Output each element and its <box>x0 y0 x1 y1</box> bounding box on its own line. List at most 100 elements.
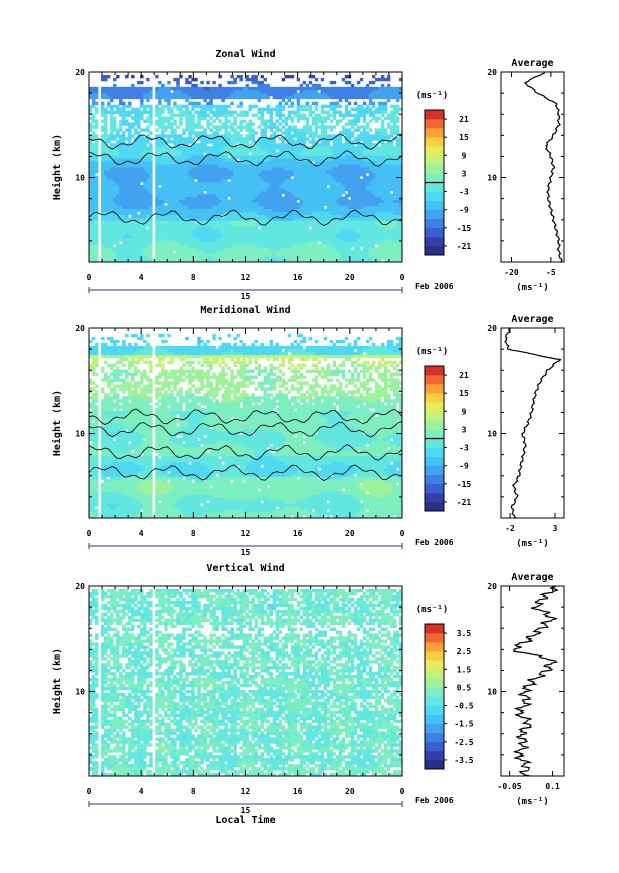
heatmap-cell <box>275 223 280 227</box>
heatmap-cell <box>110 220 114 224</box>
heatmap-cell <box>263 238 267 242</box>
heatmap-cell <box>272 107 276 111</box>
heatmap-cell <box>194 172 198 177</box>
heatmap-cell <box>305 205 310 209</box>
heatmap-cell <box>104 169 108 174</box>
heatmap-cell <box>200 164 204 168</box>
heatmap-cell <box>266 241 270 245</box>
heatmap-cell <box>263 172 267 177</box>
heatmap-cell <box>284 190 289 195</box>
heatmap-cell <box>233 89 237 94</box>
heatmap-cell <box>281 205 286 209</box>
heatmap-cell <box>173 169 177 174</box>
heatmap-cell <box>305 253 310 257</box>
heatmap-cell <box>296 217 301 221</box>
heatmap-cell <box>335 184 340 189</box>
heatmap-cell <box>161 208 165 212</box>
heatmap-cell <box>356 250 361 254</box>
heatmap-cell <box>341 89 346 94</box>
heatmap-cell <box>170 238 174 242</box>
heatmap-cell <box>221 199 225 204</box>
heatmap-cell <box>143 167 147 171</box>
heatmap-cell <box>137 131 141 135</box>
heatmap-cell <box>107 155 111 159</box>
heatmap-cell <box>200 253 204 257</box>
heatmap-cell <box>269 122 273 126</box>
heatmap-cell <box>293 211 298 215</box>
heatmap-cell <box>116 223 120 227</box>
heatmap-cell <box>179 92 183 97</box>
heatmap-cell <box>311 190 316 195</box>
heatmap-cell <box>233 190 237 195</box>
heatmap-cell <box>221 164 225 168</box>
heatmap-cell <box>296 232 301 236</box>
heatmap-cell <box>137 155 141 159</box>
heatmap-cell <box>323 146 328 150</box>
heatmap-cell <box>95 89 99 94</box>
heatmap-cell <box>368 98 373 103</box>
heatmap-cell <box>182 155 186 159</box>
heatmap-cell <box>164 178 168 183</box>
heatmap-cell <box>227 256 231 260</box>
heatmap-cell <box>233 178 237 183</box>
heatmap-cell <box>242 172 246 177</box>
heatmap-cell <box>317 259 322 263</box>
heatmap-cell <box>362 92 367 97</box>
heatmap-cell <box>302 214 307 218</box>
heatmap-cell <box>170 247 174 251</box>
heatmap-cell <box>197 259 201 263</box>
heatmap-cell <box>239 184 243 189</box>
heatmap-cell <box>92 229 96 233</box>
heatmap-cell <box>131 155 135 159</box>
heatmap-cell <box>257 190 261 195</box>
heatmap-cell <box>341 205 346 209</box>
heatmap-cell <box>245 175 249 180</box>
heatmap-cell <box>254 193 258 198</box>
heatmap-cell <box>170 149 174 153</box>
heatmap-cell <box>116 229 120 233</box>
heatmap-cell <box>326 155 331 159</box>
heatmap-cell <box>284 250 289 254</box>
heatmap-cell <box>113 175 117 180</box>
heatmap-cell <box>371 137 376 141</box>
heatmap-cell <box>269 229 273 233</box>
heatmap-cell <box>335 172 340 177</box>
heatmap-cell <box>257 220 261 224</box>
heatmap-cell <box>302 256 307 260</box>
heatmap-cell <box>239 167 243 171</box>
heatmap-cell <box>341 143 346 147</box>
heatmap-cell <box>368 155 373 159</box>
heatmap-cell <box>368 161 373 165</box>
heatmap-cell <box>137 187 141 192</box>
heatmap-cell <box>224 205 228 209</box>
heatmap-cell <box>347 161 352 165</box>
heatmap-cell <box>113 169 117 174</box>
heatmap-cell <box>227 193 231 198</box>
heatmap-cell <box>281 244 286 248</box>
heatmap-cell <box>179 244 183 248</box>
heatmap-cell <box>197 86 201 91</box>
heatmap-cell <box>155 229 159 233</box>
heatmap-cell <box>125 235 129 239</box>
heatmap-cell <box>299 172 304 177</box>
heatmap-cell <box>278 152 283 156</box>
heatmap-cell <box>326 92 331 97</box>
heatmap-cell <box>296 256 301 260</box>
heatmap-cell <box>350 208 355 212</box>
heatmap-cell <box>269 256 273 260</box>
heatmap-cell <box>254 175 258 180</box>
heatmap-cell <box>278 205 283 209</box>
heatmap-cell <box>296 259 301 263</box>
heatmap-cell <box>305 149 310 153</box>
heatmap-cell <box>266 107 270 111</box>
heatmap-cell <box>209 259 213 263</box>
heatmap-cell <box>179 149 183 153</box>
heatmap-cell <box>95 184 99 189</box>
heatmap-cell <box>92 146 96 150</box>
heatmap-cell <box>191 247 195 251</box>
heatmap-cell <box>305 223 310 227</box>
heatmap-cell <box>143 238 147 242</box>
heatmap-cell <box>218 220 222 224</box>
heatmap-cell <box>260 83 264 88</box>
heatmap-cell <box>308 241 313 245</box>
